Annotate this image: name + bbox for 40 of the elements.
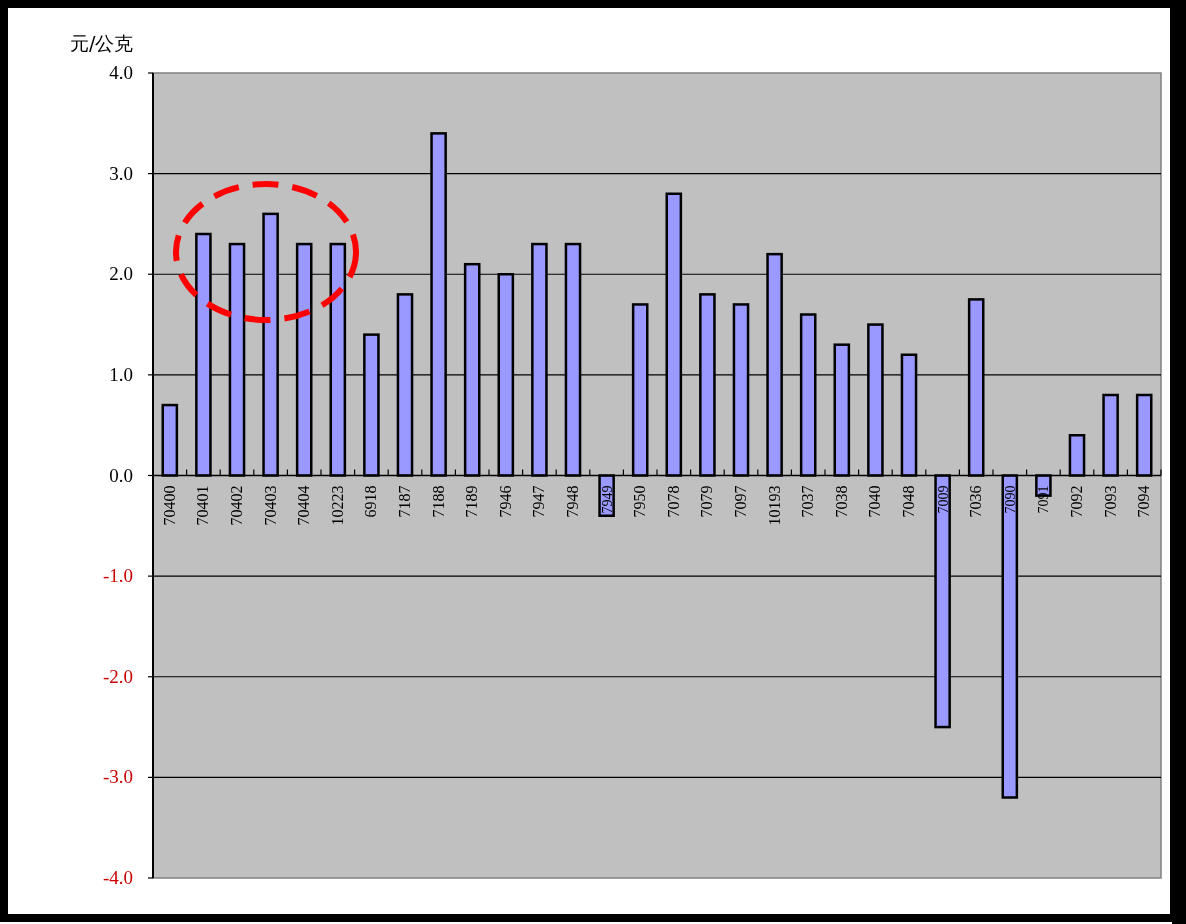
- x-tick-label: 7094: [1135, 485, 1153, 518]
- x-tick-label: 7188: [429, 485, 447, 518]
- x-tick-label: 10223: [328, 485, 346, 526]
- x-tick-label: 7097: [732, 485, 749, 518]
- y-tick-label: -3.0: [102, 766, 133, 788]
- x-tick-label: 7078: [664, 485, 682, 518]
- x-tick-label: 7079: [698, 485, 716, 518]
- x-tick-label: 10193: [765, 485, 783, 526]
- x-tick-label: 70402: [228, 485, 245, 526]
- x-tick-label: 7037: [799, 485, 817, 518]
- y-tick-label: -2.0: [102, 665, 133, 687]
- x-tick-label: 6918: [362, 485, 380, 518]
- x-tick-label: 70400: [160, 485, 178, 526]
- x-tick-label: 70401: [194, 485, 212, 526]
- y-tick-label: 3.0: [109, 162, 133, 184]
- x-tick-label: 7947: [530, 485, 548, 518]
- x-tick-label: 7187: [396, 485, 413, 518]
- y-tick-label: 4.0: [109, 62, 133, 83]
- x-tick-label: 70404: [295, 485, 313, 526]
- x-tick-label: 7093: [1101, 485, 1119, 518]
- y-tick-label: 1.0: [109, 363, 133, 385]
- x-tick-label: 7038: [832, 485, 850, 518]
- y-tick-label: -1.0: [102, 565, 133, 587]
- y-axis-title: 元/公克: [70, 32, 134, 54]
- y-tick-label: 2.0: [109, 263, 133, 285]
- x-tick-label: 7048: [900, 485, 917, 518]
- x-tick-label: 70403: [261, 485, 279, 526]
- x-tick-label: 7009: [935, 485, 951, 514]
- x-tick-label: 7036: [967, 485, 985, 518]
- x-tick-label: 7949: [599, 485, 615, 514]
- x-tick-label: 7948: [564, 485, 581, 518]
- x-tick-label: 7946: [496, 485, 514, 518]
- x-tick-label: 7950: [631, 485, 649, 518]
- y-tick-label: 0.0: [109, 464, 133, 486]
- x-tick-label: 7090: [1002, 485, 1018, 514]
- x-tick-label: 7189: [463, 485, 481, 518]
- x-tick-label: 7091: [1036, 485, 1052, 514]
- x-tick-label: 7040: [866, 485, 884, 518]
- x-tick-label: 7092: [1068, 485, 1085, 518]
- y-tick-label: -4.0: [102, 867, 133, 888]
